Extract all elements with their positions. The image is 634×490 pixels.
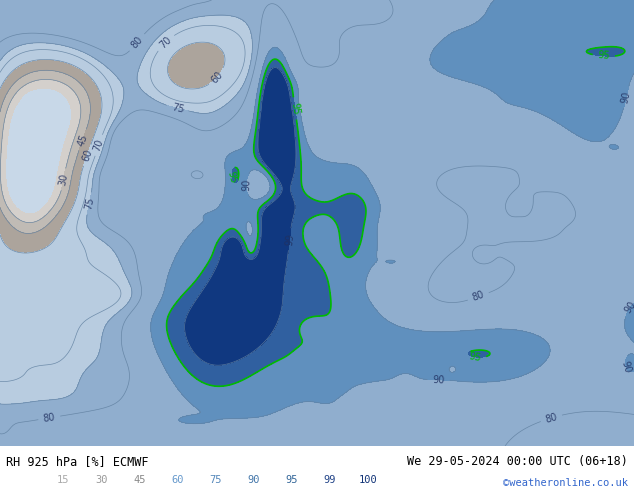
Text: 30: 30 (58, 172, 70, 186)
Text: 30: 30 (95, 475, 108, 485)
Text: 60: 60 (81, 148, 94, 163)
Text: 80: 80 (471, 290, 486, 303)
Text: 95: 95 (226, 171, 238, 185)
Text: 80: 80 (544, 412, 559, 424)
Text: 60: 60 (171, 475, 184, 485)
Text: 95: 95 (285, 475, 298, 485)
Text: 90: 90 (623, 299, 634, 315)
Text: 100: 100 (358, 475, 377, 485)
Text: 99: 99 (323, 475, 336, 485)
Text: 80: 80 (42, 412, 56, 424)
Text: 60: 60 (209, 69, 225, 85)
Text: 95: 95 (597, 50, 611, 61)
Text: 45: 45 (133, 475, 146, 485)
Text: 99: 99 (284, 233, 295, 246)
Text: 95: 95 (468, 351, 482, 363)
Text: 70: 70 (158, 35, 174, 50)
Text: 90: 90 (241, 178, 252, 191)
Text: 75: 75 (209, 475, 222, 485)
Text: ©weatheronline.co.uk: ©weatheronline.co.uk (503, 478, 628, 488)
Text: RH 925 hPa [%] ECMWF: RH 925 hPa [%] ECMWF (6, 455, 149, 468)
Text: 90: 90 (432, 375, 445, 385)
Text: 90: 90 (247, 475, 260, 485)
Text: 15: 15 (57, 475, 70, 485)
Text: 95: 95 (289, 101, 301, 115)
Text: 90: 90 (620, 90, 633, 104)
Text: 80: 80 (129, 35, 145, 50)
Text: We 29-05-2024 00:00 UTC (06+18): We 29-05-2024 00:00 UTC (06+18) (407, 455, 628, 468)
Text: 90: 90 (619, 359, 633, 374)
Text: 75: 75 (83, 196, 96, 211)
Text: 70: 70 (92, 138, 105, 153)
Text: 45: 45 (76, 132, 89, 147)
Text: 75: 75 (171, 102, 185, 115)
